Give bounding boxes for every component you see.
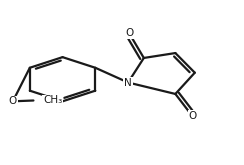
- Text: O: O: [9, 96, 17, 106]
- Text: N: N: [124, 78, 132, 87]
- Text: CH₃: CH₃: [43, 96, 62, 105]
- Text: O: O: [188, 111, 196, 121]
- Text: O: O: [125, 28, 133, 38]
